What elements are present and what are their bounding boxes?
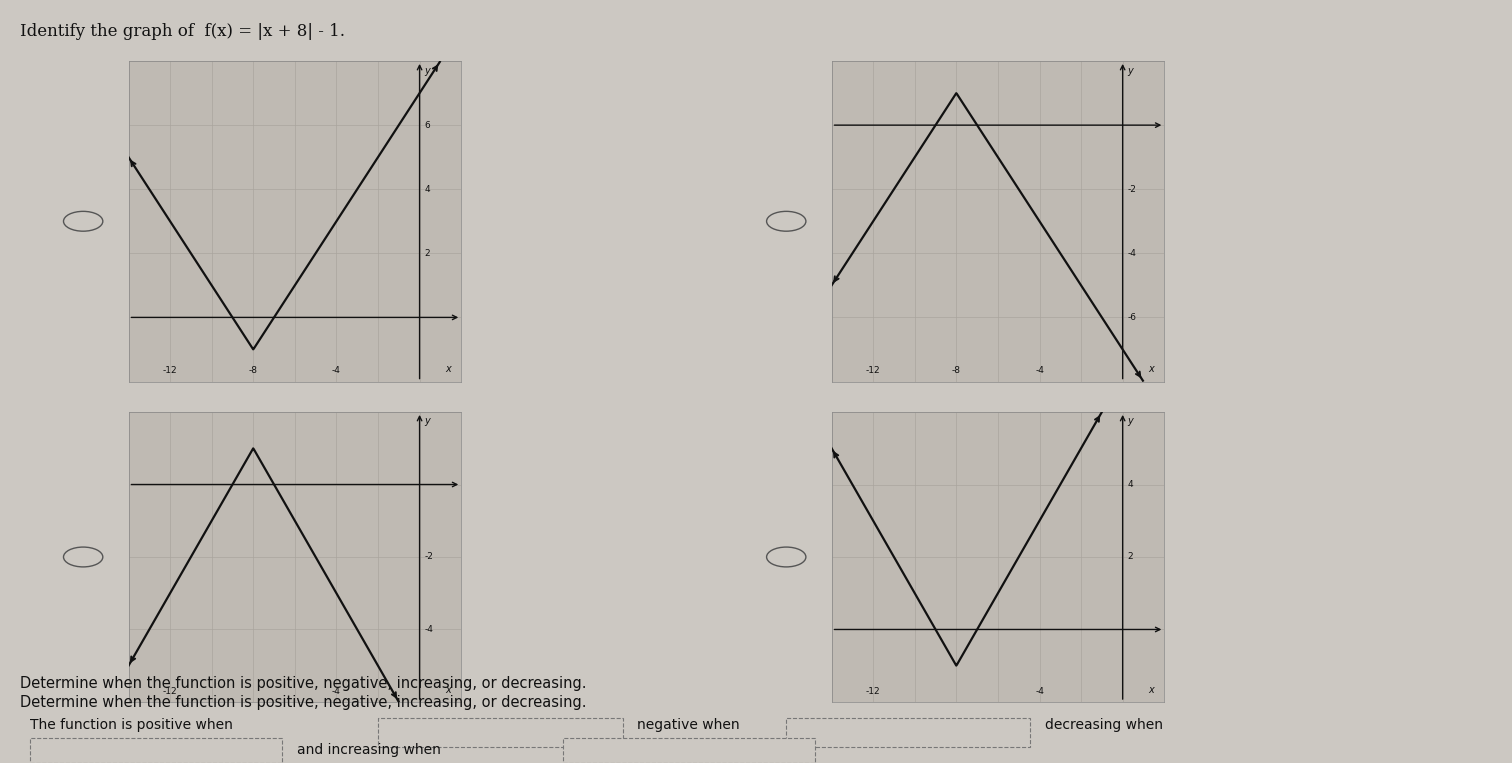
Text: The function is positive when: The function is positive when	[30, 717, 233, 732]
Text: x: x	[445, 364, 451, 374]
FancyBboxPatch shape	[378, 717, 623, 747]
Text: y: y	[1128, 416, 1134, 426]
FancyBboxPatch shape	[564, 738, 815, 763]
Text: y: y	[425, 66, 431, 76]
Text: decreasing when: decreasing when	[1045, 717, 1163, 732]
Text: -4: -4	[1036, 687, 1043, 696]
Text: -8: -8	[249, 366, 257, 375]
Text: -2: -2	[425, 552, 434, 562]
Text: y: y	[1128, 66, 1134, 76]
Text: Determine when the function is positive, negative, increasing, or decreasing.: Determine when the function is positive,…	[20, 675, 587, 691]
Text: x: x	[1148, 685, 1154, 695]
Text: -12: -12	[866, 366, 880, 375]
Text: -4: -4	[333, 366, 340, 375]
Text: 2: 2	[425, 249, 431, 258]
Text: y: y	[425, 416, 431, 426]
Text: -2: -2	[1128, 185, 1137, 194]
Text: 6: 6	[425, 121, 431, 130]
Text: Identify the graph of  f(x) = |x + 8| - 1.: Identify the graph of f(x) = |x + 8| - 1…	[20, 23, 345, 40]
Text: Determine when the function is positive, negative, increasing, or decreasing.: Determine when the function is positive,…	[20, 694, 587, 710]
FancyBboxPatch shape	[786, 717, 1030, 747]
Text: -6: -6	[1128, 313, 1137, 322]
Text: -4: -4	[1036, 366, 1043, 375]
Text: 4: 4	[425, 185, 431, 194]
Text: 4: 4	[1128, 480, 1134, 489]
FancyBboxPatch shape	[30, 738, 281, 763]
Text: -4: -4	[333, 687, 340, 696]
Text: 2: 2	[1128, 552, 1134, 562]
Text: and increasing when: and increasing when	[296, 742, 440, 757]
Text: negative when: negative when	[638, 717, 739, 732]
Text: -12: -12	[163, 366, 177, 375]
Text: x: x	[1148, 364, 1154, 374]
Text: -8: -8	[953, 366, 960, 375]
Text: -12: -12	[163, 687, 177, 696]
Text: -4: -4	[425, 625, 434, 634]
Text: -12: -12	[866, 687, 880, 696]
Text: -4: -4	[1128, 249, 1137, 258]
Text: x: x	[445, 685, 451, 695]
